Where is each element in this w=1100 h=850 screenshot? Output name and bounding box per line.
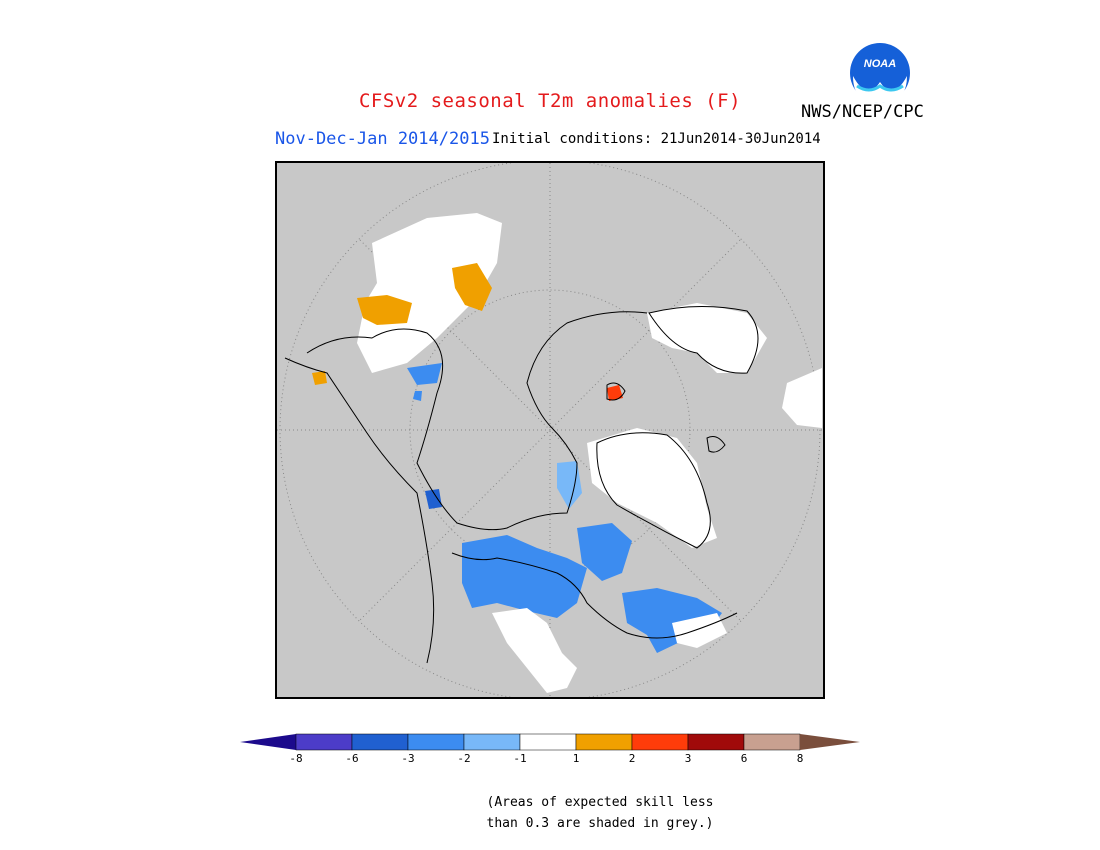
colorbar-swatch bbox=[743, 733, 801, 751]
noaa-logo-disc bbox=[850, 43, 910, 103]
colorbar-swatch bbox=[631, 733, 689, 751]
colorbar-label: -1 bbox=[513, 752, 527, 765]
noaa-logo-wave-line bbox=[856, 84, 904, 92]
greenland-coastline bbox=[596, 432, 711, 549]
agency-label: NWS/NCEP/CPC bbox=[801, 102, 924, 122]
colorbar-label: 6 bbox=[740, 752, 748, 765]
colorbar-swatch bbox=[575, 733, 633, 751]
colorbar-label: -3 bbox=[401, 752, 415, 765]
map-canvas bbox=[277, 163, 823, 697]
latitude-circle bbox=[279, 163, 821, 697]
anomaly-region-near-normal bbox=[587, 428, 717, 548]
anomaly-region-near-normal bbox=[672, 613, 727, 648]
footnote: (Areas of expected skill less than 0.3 a… bbox=[470, 792, 730, 834]
anomaly-map bbox=[275, 161, 825, 699]
colorbar-swatch bbox=[407, 733, 465, 751]
anomaly-region-cold bbox=[462, 535, 587, 618]
anomaly-region-warm bbox=[312, 371, 327, 385]
initial-conditions-label: Initial conditions: 21Jun2014-30Jun2014 bbox=[492, 131, 821, 147]
colorbar-swatch bbox=[519, 733, 577, 751]
colorbar-label: -8 bbox=[289, 752, 303, 765]
footnote-line: than 0.3 are shaded in grey.) bbox=[486, 816, 714, 831]
anomaly-region-cold bbox=[413, 391, 422, 401]
colorbar-label: -2 bbox=[457, 752, 471, 765]
coastline bbox=[306, 311, 648, 531]
colorbar-label: 2 bbox=[628, 752, 636, 765]
anomaly-region-warm bbox=[357, 295, 412, 325]
colorbar bbox=[240, 733, 860, 751]
coastline bbox=[451, 552, 738, 639]
anomaly-region-cold bbox=[622, 588, 722, 653]
anomaly-region-hot bbox=[607, 385, 623, 401]
anomaly-region-cold bbox=[577, 523, 632, 581]
colorbar-swatch bbox=[295, 733, 353, 751]
island-coastline bbox=[706, 436, 726, 453]
colorbar-right-arrow bbox=[800, 734, 860, 750]
season-label: Nov-Dec-Jan 2014/2015 bbox=[275, 129, 490, 149]
anomaly-region-near-normal bbox=[357, 213, 502, 373]
colorbar-swatch bbox=[463, 733, 521, 751]
noaa-logo: NOAA bbox=[850, 43, 910, 104]
anomaly-region-warm bbox=[452, 263, 492, 311]
anomaly-region-slightly-cold bbox=[557, 461, 582, 509]
colorbar-labels: -8 -6 -3 -2 -1 1 2 3 6 8 bbox=[0, 752, 1100, 770]
colorbar-swatch bbox=[351, 733, 409, 751]
coastline bbox=[284, 357, 435, 664]
scandinavia-coastline bbox=[648, 306, 759, 374]
footnote-line: (Areas of expected skill less bbox=[486, 795, 714, 810]
colorbar-label: 8 bbox=[796, 752, 804, 765]
anomaly-region-cold bbox=[425, 489, 442, 509]
colorbar-label: -6 bbox=[345, 752, 359, 765]
colorbar-left-arrow bbox=[240, 734, 296, 750]
island-coastline bbox=[606, 382, 626, 401]
colorbar-label: 3 bbox=[684, 752, 692, 765]
noaa-logo-wave bbox=[853, 76, 907, 104]
colorbar-swatch bbox=[687, 733, 745, 751]
colorbar-label: 1 bbox=[572, 752, 580, 765]
chart-title: CFSv2 seasonal T2m anomalies (F) bbox=[358, 90, 742, 112]
anomaly-region-near-normal bbox=[782, 368, 822, 428]
anomaly-region-near-normal bbox=[492, 608, 577, 693]
anomaly-region-near-normal bbox=[647, 303, 767, 373]
noaa-logo-text: NOAA bbox=[864, 58, 896, 70]
meridian-line bbox=[359, 239, 741, 621]
anomaly-region-cold bbox=[407, 363, 442, 385]
